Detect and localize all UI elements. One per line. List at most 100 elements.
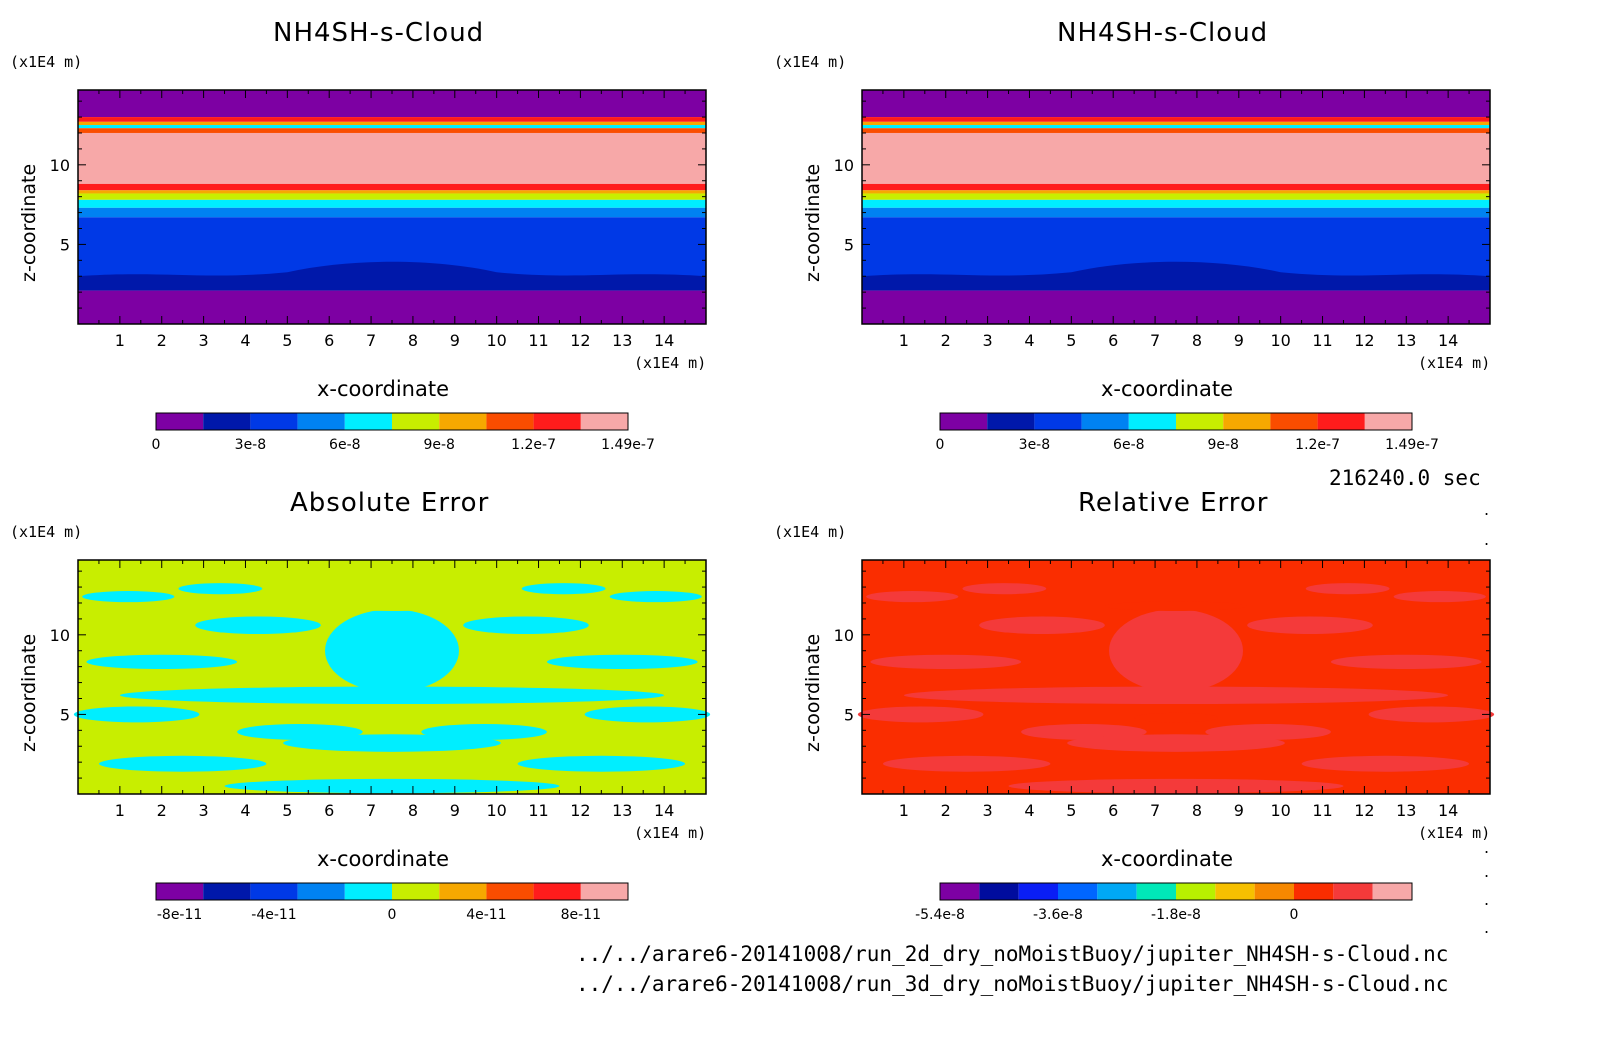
- file-path-3d: ../../arare6-20141008/run_3d_dry_noMoist…: [576, 972, 1449, 996]
- contour-patch: [546, 654, 698, 670]
- colorbar-swatch: [1215, 883, 1255, 900]
- colorbar-label: 1.2e-7: [511, 437, 556, 453]
- contour-patch: [82, 591, 175, 603]
- colorbar-swatch: [1058, 883, 1098, 900]
- contour-patch: [857, 706, 984, 723]
- x-tick-label: 2: [941, 331, 951, 350]
- colorbar-label: 8e-11: [561, 907, 601, 923]
- time-label: 216240.0 sec: [1329, 466, 1481, 490]
- x-tick-label: 9: [450, 801, 460, 820]
- contour-band: [862, 193, 1490, 200]
- z-unit-label: (x1E4 m): [774, 53, 847, 71]
- contour-band: [862, 207, 1490, 218]
- contour-band: [78, 276, 706, 291]
- contour-patch: [178, 583, 263, 595]
- x-tick-label: 14: [654, 331, 674, 350]
- x-axis-label: x-coordinate: [1101, 377, 1234, 401]
- contour-band: [78, 190, 706, 194]
- colorbar-label: -8e-11: [157, 907, 202, 923]
- contour-patch: [962, 583, 1047, 595]
- contour-band: [78, 128, 706, 133]
- x-tick-label: 14: [1438, 801, 1458, 820]
- colorbar-swatch: [297, 883, 345, 900]
- contour-patch: [1368, 706, 1495, 723]
- panel-title: Relative Error: [1078, 488, 1269, 518]
- contour-band: [862, 190, 1490, 194]
- x-tick-label: 9: [450, 331, 460, 350]
- x-tick-label: 11: [1312, 331, 1332, 350]
- contour-band: [862, 128, 1490, 133]
- x-tick-label: 4: [240, 331, 250, 350]
- contour-band: [862, 90, 1490, 118]
- x-tick-label: 5: [282, 801, 292, 820]
- contour-patch: [1067, 734, 1285, 752]
- colorbar-swatch: [1097, 883, 1137, 900]
- colorbar-swatch: [979, 883, 1019, 900]
- contour-patch: [325, 609, 459, 693]
- x-tick-label: 10: [486, 801, 506, 820]
- z-tick-label: 10: [50, 626, 70, 645]
- contour-patch: [1134, 712, 1218, 723]
- colorbar-swatch: [156, 883, 204, 900]
- colorbar-label: 1.49e-7: [1385, 437, 1439, 453]
- colorbar-swatch: [344, 413, 392, 430]
- contour-band: [862, 125, 1490, 129]
- x-tick-label: 14: [654, 801, 674, 820]
- contour-band: [862, 261, 1490, 279]
- z-axis-label: z-coordinate: [802, 633, 824, 752]
- contour-band: [78, 207, 706, 218]
- contour-patch: [1008, 778, 1344, 794]
- contour-band: [862, 121, 1490, 126]
- x-tick-label: 3: [199, 331, 209, 350]
- contour-band: [78, 90, 706, 118]
- x-tick-label: 7: [1150, 801, 1160, 820]
- dot-marker: .: [1484, 890, 1490, 909]
- x-tick-label: 11: [528, 801, 548, 820]
- contour-band: [78, 193, 706, 200]
- colorbar-label: 6e-8: [329, 437, 360, 453]
- x-tick-label: 8: [1192, 331, 1202, 350]
- colorbar-label: 6e-8: [1113, 437, 1144, 453]
- colorbar: -5.4e-8 -3.6e-8 -1.8e-8 0: [915, 882, 1413, 923]
- x-tick-label: 8: [408, 801, 418, 820]
- contour-patch: [517, 755, 686, 772]
- z-tick-label: 5: [844, 705, 854, 724]
- panel-title: NH4SH-s-Cloud: [273, 18, 485, 48]
- x-tick-label: 1: [899, 331, 909, 350]
- colorbar-swatch: [1333, 883, 1373, 900]
- contour-patch: [224, 778, 560, 794]
- colorbar-swatch: [1176, 883, 1216, 900]
- x-tick-label: 13: [1396, 801, 1416, 820]
- contour-patch: [609, 591, 702, 603]
- contour-band: [78, 183, 706, 191]
- colorbar-label: -4e-11: [251, 907, 296, 923]
- colorbar-swatch: [1364, 413, 1412, 430]
- colorbar-label: 4e-11: [466, 907, 506, 923]
- x-tick-label: 2: [157, 801, 167, 820]
- x-tick-label: 12: [1354, 331, 1374, 350]
- colorbar-frame: [939, 412, 1413, 431]
- colorbar-swatch: [203, 883, 251, 900]
- colorbar: -8e-11 -4e-11 0 4e-11 8e-11: [155, 882, 629, 923]
- colorbar-label: 0: [1290, 907, 1299, 923]
- x-tick-label: 13: [612, 331, 632, 350]
- colorbar-swatch: [439, 413, 487, 430]
- colorbar-label: 1.2e-7: [1295, 437, 1340, 453]
- colorbar-label: 9e-8: [423, 437, 454, 453]
- colorbar-swatch: [203, 413, 251, 430]
- colorbar-swatch: [1176, 413, 1224, 430]
- dot-marker: .: [1484, 862, 1490, 881]
- contour-patch: [98, 755, 267, 772]
- contour-band: [862, 183, 1490, 191]
- contour-band: [78, 290, 706, 324]
- colorbar-swatch: [1372, 883, 1412, 900]
- x-tick-label: 5: [282, 331, 292, 350]
- contour-patch: [86, 654, 238, 670]
- dot-marker: .: [1484, 500, 1490, 519]
- x-tick-label: 8: [408, 331, 418, 350]
- colorbar-frame: [155, 882, 629, 901]
- colorbar-label: 3e-8: [235, 437, 266, 453]
- contour-patch: [119, 686, 665, 705]
